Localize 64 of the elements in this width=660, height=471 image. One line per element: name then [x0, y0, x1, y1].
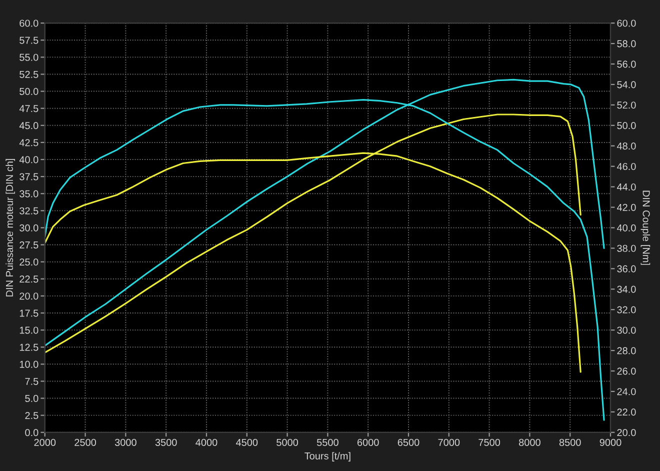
- y-tick-label: 57.5: [20, 36, 38, 44]
- y2-tick-label: 58.0: [617, 40, 636, 48]
- y-tick-label: 25.0: [20, 258, 38, 266]
- x-tick-label: 8000: [519, 438, 540, 446]
- y-tick-label: 0.0: [25, 429, 38, 436]
- y2-tick-label: 20.0: [617, 429, 636, 436]
- y-tick-label: 35.0: [20, 190, 38, 198]
- y2-tick-label: 36.0: [617, 265, 636, 272]
- y2-axis-title: DIN Couple [Nm]: [640, 190, 650, 265]
- y2-tick-label: 50.0: [617, 122, 636, 130]
- y2-tick-label: 40.0: [616, 224, 636, 232]
- y2-tick-label: 24.0: [617, 388, 636, 396]
- x-tick-label: 5500: [316, 438, 338, 446]
- y2-tick-label: 42.0: [616, 204, 636, 211]
- y-tick-label: 20.0: [20, 292, 38, 300]
- y-tick-label: 60.0: [20, 20, 38, 27]
- y-tick-label: 15.0: [20, 326, 38, 334]
- y-tick-label: 42.5: [19, 139, 38, 146]
- y-tick-label: 12.5: [20, 344, 38, 351]
- x-tick-label: 4500: [236, 438, 258, 446]
- x-tick-label: 7500: [478, 438, 500, 446]
- y2-tick-label: 60.0: [617, 20, 636, 27]
- y-tick-label: 30.0: [20, 224, 38, 232]
- y-tick-label: 50.0: [20, 88, 38, 96]
- y-tick-label: 10.0: [20, 360, 38, 368]
- x-tick-label: 8500: [559, 438, 581, 446]
- x-tick-label: 2000: [34, 438, 56, 446]
- x-tick-label: 5000: [276, 438, 298, 446]
- y-tick-label: 32.5: [20, 207, 38, 214]
- y2-tick-label: 38.0: [617, 244, 636, 252]
- y-tick-label: 2.5: [25, 412, 38, 420]
- y-tick-label: 7.5: [25, 378, 38, 385]
- y2-tick-label: 28.0: [617, 347, 636, 354]
- y-tick-label: 52.5: [20, 70, 38, 78]
- y-tick-label: 40.0: [19, 156, 38, 164]
- y2-tick-label: 32.0: [617, 306, 636, 314]
- x-tick-label: 6000: [357, 438, 379, 446]
- x-tick-label: 6500: [398, 438, 420, 446]
- x-tick-label: 7000: [438, 438, 460, 446]
- x-tick-label: 2500: [74, 438, 96, 446]
- y2-tick-label: 48.0: [616, 142, 636, 150]
- x-axis-title: Tours [t/m]: [304, 452, 350, 462]
- y-tick-label: 5.0: [25, 394, 38, 402]
- y2-tick-label: 56.0: [617, 60, 636, 68]
- x-tick-label: 3000: [114, 438, 136, 446]
- y2-tick-label: 54.0: [617, 81, 636, 88]
- y2-tick-label: 30.0: [617, 326, 636, 334]
- x-tick-label: 9000: [600, 438, 622, 446]
- y2-tick-label: 52.0: [617, 102, 636, 109]
- y-tick-label: 17.5: [20, 310, 38, 317]
- x-tick-label: 4000: [196, 438, 218, 446]
- y2-tick-label: 44.0: [616, 183, 636, 191]
- x-tick-label: 3500: [155, 438, 177, 446]
- y2-tick-label: 26.0: [617, 368, 636, 375]
- y2-tick-label: 46.0: [616, 162, 636, 170]
- y-tick-label: 45.0: [19, 122, 38, 130]
- y-axis-title: DIN Puissance moteur [DIN ch]: [6, 158, 15, 296]
- y-tick-label: 27.5: [20, 241, 38, 249]
- y-tick-label: 55.0: [20, 54, 38, 61]
- y-tick-label: 22.5: [20, 276, 38, 283]
- y-tick-label: 47.5: [19, 105, 38, 112]
- y-tick-label: 37.5: [20, 173, 38, 180]
- y2-tick-label: 22.0: [617, 408, 636, 416]
- y2-tick-label: 34.0: [617, 286, 636, 293]
